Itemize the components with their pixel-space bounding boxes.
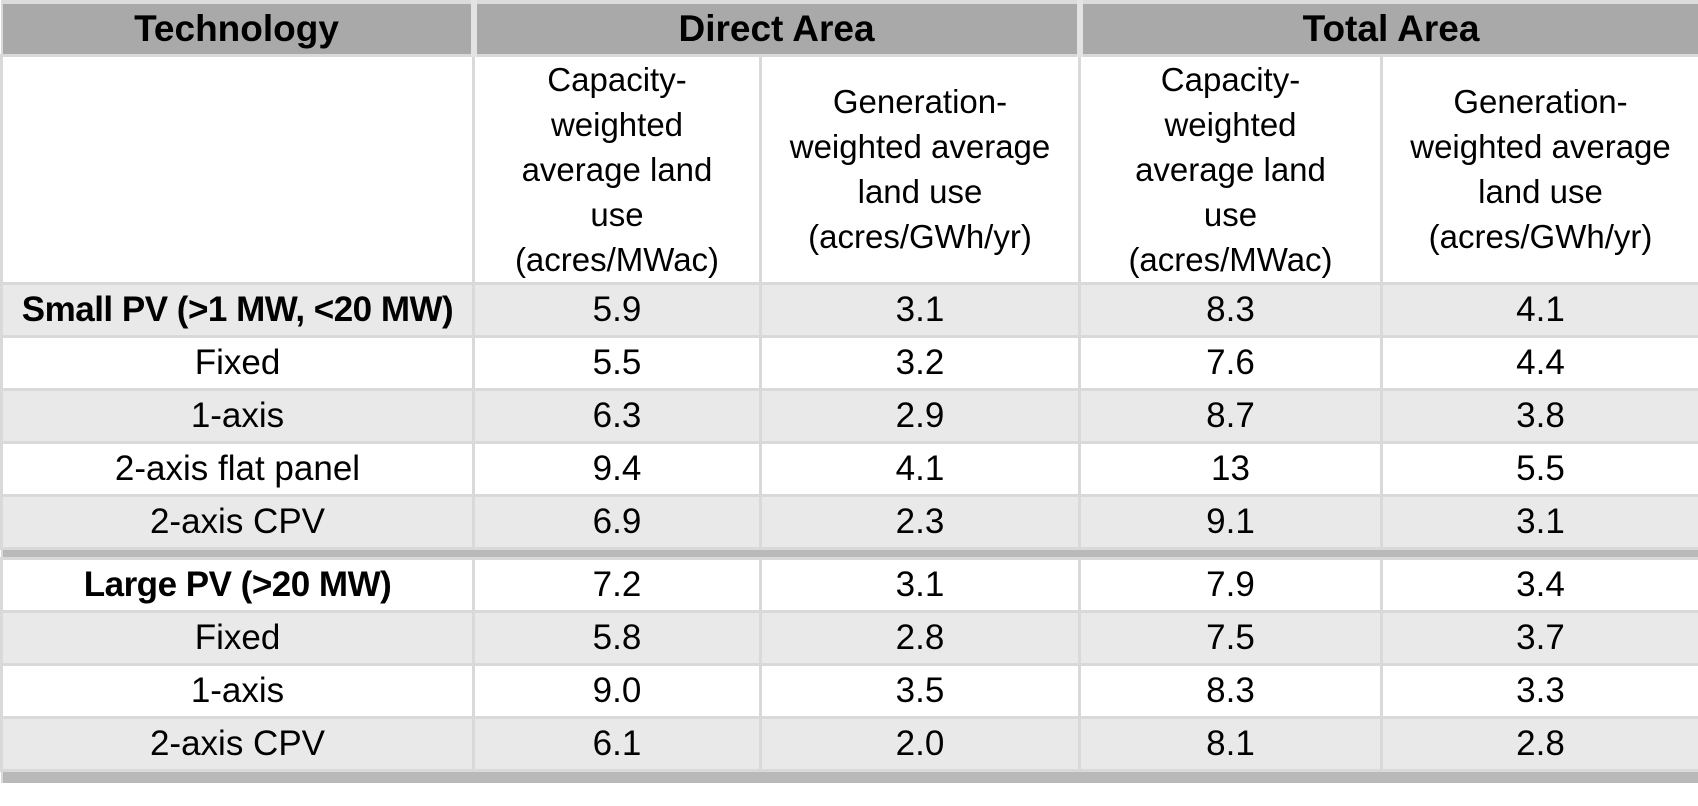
cell-value: 3.1 <box>759 281 1081 338</box>
land-use-table: Technology Direct Area Total Area Capaci… <box>0 0 1698 783</box>
table-row: 2-axis CPV 6.1 2.0 8.1 2.8 <box>0 715 1698 772</box>
cell-value: 2.9 <box>759 387 1081 444</box>
cell-value: 7.5 <box>1078 609 1383 666</box>
cell-value: 6.3 <box>472 387 762 444</box>
cell-value: 4.1 <box>759 440 1081 497</box>
cell-value: 5.9 <box>472 281 762 338</box>
row-label: 1-axis <box>0 387 475 444</box>
cell-value: 8.1 <box>1078 715 1383 772</box>
row-label: 1-axis <box>0 662 475 719</box>
cell-value: 5.8 <box>472 609 762 666</box>
cell-value: 5.5 <box>1379 440 1698 497</box>
cell-value: 2.8 <box>1379 715 1698 772</box>
table-row: Large PV (>20 MW) 7.2 3.1 7.9 3.4 <box>0 556 1698 613</box>
table-row: Fixed 5.8 2.8 7.5 3.7 <box>0 609 1698 666</box>
cell-value: 3.1 <box>759 556 1081 613</box>
direct-area-header: Direct Area <box>470 2 1083 57</box>
cell-value: 3.8 <box>1379 387 1698 444</box>
cell-value: 7.9 <box>1078 556 1383 613</box>
direct-capacity-weighted-header: Capacity- weighted average land use (acr… <box>472 53 762 285</box>
row-label: Fixed <box>0 334 475 391</box>
cell-value: 7.6 <box>1078 334 1383 391</box>
cell-value: 5.5 <box>472 334 762 391</box>
total-generation-weighted-header: Generation- weighted average land use (a… <box>1379 53 1698 285</box>
subheader-row: Capacity- weighted average land use (acr… <box>0 53 1698 285</box>
table-row: 1-axis 9.0 3.5 8.3 3.3 <box>0 662 1698 719</box>
cell-value: 4.4 <box>1379 334 1698 391</box>
cell-value: 3.1 <box>1379 493 1698 550</box>
table-row: 2-axis CPV 6.9 2.3 9.1 3.1 <box>0 493 1698 550</box>
cell-value: 2.0 <box>759 715 1081 772</box>
section-divider <box>1 547 1698 558</box>
cell-value: 8.3 <box>1078 662 1383 719</box>
cell-value: 3.3 <box>1379 662 1698 719</box>
cell-value: 4.1 <box>1379 281 1698 338</box>
table-row: 2-axis flat panel 9.4 4.1 13 5.5 <box>0 440 1698 497</box>
table-row: 1-axis 6.3 2.9 8.7 3.8 <box>0 387 1698 444</box>
row-label: Small PV (>1 MW, <20 MW) <box>0 281 475 338</box>
cell-value: 13 <box>1078 440 1383 497</box>
total-capacity-weighted-header: Capacity- weighted average land use (acr… <box>1078 53 1383 285</box>
cell-value: 6.9 <box>472 493 762 550</box>
direct-generation-weighted-header: Generation- weighted average land use (a… <box>759 53 1081 285</box>
row-label: Fixed <box>0 609 475 666</box>
cell-value: 2.3 <box>759 493 1081 550</box>
cell-value: 3.2 <box>759 334 1081 391</box>
cell-value: 6.1 <box>472 715 762 772</box>
cell-value: 9.0 <box>472 662 762 719</box>
cell-value: 2.8 <box>759 609 1081 666</box>
row-label: 2-axis CPV <box>0 715 475 772</box>
cell-value: 8.3 <box>1078 281 1383 338</box>
table-row: Small PV (>1 MW, <20 MW) 5.9 3.1 8.3 4.1 <box>0 281 1698 338</box>
table-row: Fixed 5.5 3.2 7.6 4.4 <box>0 334 1698 391</box>
table-header-row: Technology Direct Area Total Area <box>0 2 1698 57</box>
total-area-header: Total Area <box>1076 2 1698 57</box>
table-bottom-border <box>1 769 1698 783</box>
cell-value: 3.5 <box>759 662 1081 719</box>
technology-header: Technology <box>0 2 477 57</box>
row-label: 2-axis CPV <box>0 493 475 550</box>
technology-subheader-empty <box>0 53 475 285</box>
cell-value: 8.7 <box>1078 387 1383 444</box>
cell-value: 9.1 <box>1078 493 1383 550</box>
cell-value: 7.2 <box>472 556 762 613</box>
cell-value: 3.4 <box>1379 556 1698 613</box>
cell-value: 9.4 <box>472 440 762 497</box>
row-label: Large PV (>20 MW) <box>0 556 475 613</box>
row-label: 2-axis flat panel <box>0 440 475 497</box>
cell-value: 3.7 <box>1379 609 1698 666</box>
